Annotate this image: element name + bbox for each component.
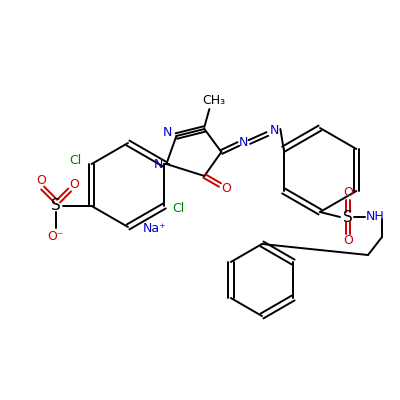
Text: N: N [239,136,248,148]
Text: O⁻: O⁻ [47,230,64,242]
Text: O: O [70,178,80,192]
Text: O: O [343,186,353,200]
Text: Na⁺: Na⁺ [143,222,167,234]
Text: CH₃: CH₃ [202,94,225,106]
Text: S: S [51,198,60,214]
Text: O: O [37,174,46,186]
Text: O: O [343,234,353,248]
Text: S: S [343,210,353,224]
Text: N: N [154,158,163,170]
Text: Cl: Cl [172,202,184,216]
Text: N: N [270,124,279,138]
Text: Cl: Cl [70,154,82,166]
Text: O: O [221,182,231,194]
Text: N: N [163,126,172,138]
Text: NH: NH [366,210,384,224]
